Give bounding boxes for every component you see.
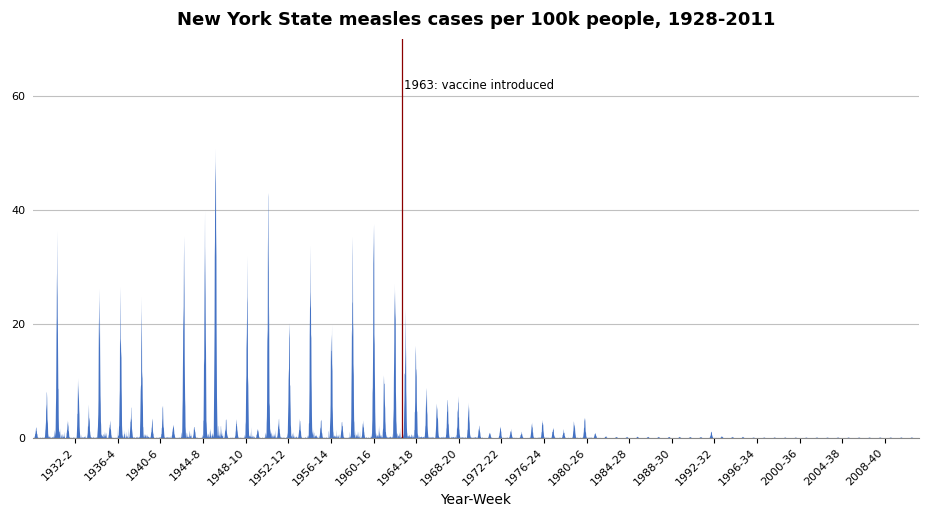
Text: 1963: vaccine introduced: 1963: vaccine introduced bbox=[404, 79, 554, 92]
X-axis label: Year-Week: Year-Week bbox=[441, 493, 512, 507]
Title: New York State measles cases per 100k people, 1928-2011: New York State measles cases per 100k pe… bbox=[177, 11, 775, 29]
